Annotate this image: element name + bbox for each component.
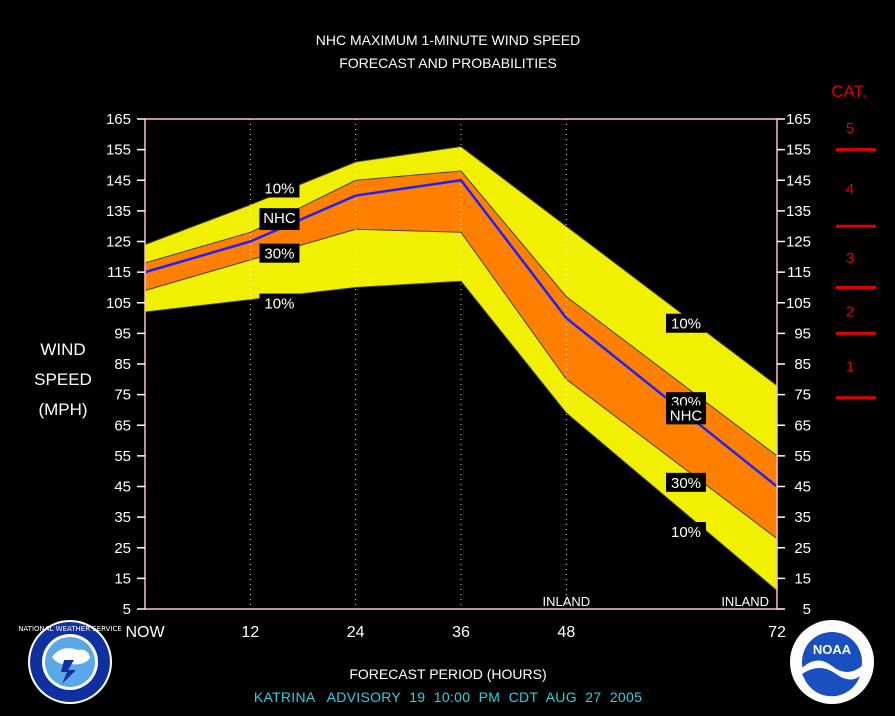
inland-marker-label: INLAND <box>721 594 769 609</box>
y-tick-label-right: 15 <box>794 570 811 587</box>
outer-probability-band <box>145 146 777 591</box>
y-tick-label-left: 45 <box>114 479 131 496</box>
y-tick-label-right: 65 <box>794 417 811 434</box>
y-tick-label-right: 45 <box>794 479 811 496</box>
y-tick-label-right: 85 <box>794 356 811 373</box>
nhc-line-label: NHC <box>670 407 703 424</box>
noaa-logo-text: NOAA <box>813 642 852 657</box>
inland-marker-label: INLAND <box>542 594 590 609</box>
chart-subtitle: FORECAST AND PROBABILITIES <box>339 55 557 71</box>
y-tick-label-left: 65 <box>114 417 131 434</box>
y-tick-label-left: 55 <box>114 448 131 465</box>
chart-title: NHC MAXIMUM 1-MINUTE WIND SPEED <box>316 32 580 48</box>
band-label-bg <box>259 243 300 263</box>
advisory-footer: KATRINA ADVISORY 19 10:00 PM CDT AUG 27 … <box>254 689 642 705</box>
nhc-line-label: NHC <box>263 210 296 227</box>
probability-band-label: 10% <box>264 180 294 197</box>
y-tick-label-left: 25 <box>114 540 131 557</box>
y-tick-label-right: 25 <box>794 540 811 557</box>
y-tick-label-right: 165 <box>786 111 811 128</box>
y-tick-label-right: 95 <box>794 325 811 342</box>
band-edge-lower-10 <box>144 280 778 592</box>
y-axis-label-line: (MPH) <box>38 400 87 419</box>
y-axis-title: WIND SPEED (MPH) <box>34 340 92 419</box>
y-tick-label-left: 145 <box>106 172 131 189</box>
y-tick-label-left: 95 <box>114 325 131 342</box>
probability-band-label: 10% <box>671 316 701 333</box>
y-tick-label-left: 75 <box>114 387 131 404</box>
nws-logo-ring-text: NATIONAL WEATHER SERVICE <box>18 625 122 633</box>
y-tick-label-left: 155 <box>106 142 131 159</box>
x-tick-label: 24 <box>347 624 365 641</box>
category-scale: CAT. 5 4 3 2 1 <box>831 82 876 400</box>
plot-area <box>144 119 778 609</box>
y-tick-label-right: 125 <box>786 234 811 251</box>
band-label-bg <box>666 472 706 492</box>
category-header: CAT. <box>831 82 867 101</box>
x-tick-label: 36 <box>452 624 470 641</box>
band-label-bg <box>259 208 300 228</box>
nhc-forecast-line <box>144 178 778 488</box>
y-axis-label-line: SPEED <box>34 370 92 389</box>
y-tick-label-left: 135 <box>106 203 131 220</box>
band-label-bg <box>259 178 300 198</box>
band-edge-upper-30 <box>144 170 778 457</box>
category-label: 5 <box>846 120 854 137</box>
category-label: 3 <box>846 250 854 267</box>
y-axis-label-line: WIND <box>40 340 85 359</box>
band-label-bg <box>259 293 300 313</box>
probability-band-label: 10% <box>671 524 701 541</box>
y-tick-label-left: 35 <box>114 509 131 526</box>
y-tick-label-left: 125 <box>106 234 131 251</box>
y-tick-label-left: 5 <box>123 601 131 618</box>
y-tick-label-left: 85 <box>114 356 131 373</box>
category-label: 2 <box>846 303 854 320</box>
y-tick-label-right: 105 <box>786 295 811 312</box>
x-tick-label: 12 <box>241 624 259 641</box>
probability-band-label: 30% <box>264 246 294 263</box>
y-tick-label-left: 115 <box>107 264 131 281</box>
category-label: 4 <box>846 181 854 198</box>
band-edge-upper-10 <box>144 146 778 386</box>
x-tick-label: 48 <box>557 624 575 641</box>
category-label: 1 <box>846 359 854 376</box>
y-tick-label-left: 165 <box>106 111 131 128</box>
probability-band-label: 30% <box>671 475 701 492</box>
band-label-bg <box>666 522 706 542</box>
y-tick-label-right: 35 <box>794 509 811 526</box>
y-tick-label-right: 5 <box>803 601 811 618</box>
y-tick-label-left: 105 <box>106 295 131 312</box>
band-edge-lower-30 <box>144 228 778 539</box>
band-label-bg <box>666 313 706 333</box>
x-axis-title: FORECAST PERIOD (HOURS) <box>349 666 546 682</box>
probability-band-label: 10% <box>264 296 294 313</box>
x-tick-label: 72 <box>768 624 786 641</box>
y-tick-label-right: 155 <box>786 142 811 159</box>
y-tick-label-right: 75 <box>794 387 811 404</box>
y-tick-label-right: 135 <box>786 203 811 220</box>
x-tick-label: NOW <box>125 624 165 641</box>
band-label-bg <box>666 405 706 425</box>
y-tick-label-right: 145 <box>786 172 811 189</box>
y-tick-label-left: 15 <box>114 570 131 587</box>
national-weather-service-logo: NATIONAL WEATHER SERVICE <box>18 620 122 704</box>
noaa-logo: NOAA <box>790 620 874 704</box>
y-tick-label-right: 115 <box>787 264 811 281</box>
y-tick-label-right: 55 <box>794 448 811 465</box>
